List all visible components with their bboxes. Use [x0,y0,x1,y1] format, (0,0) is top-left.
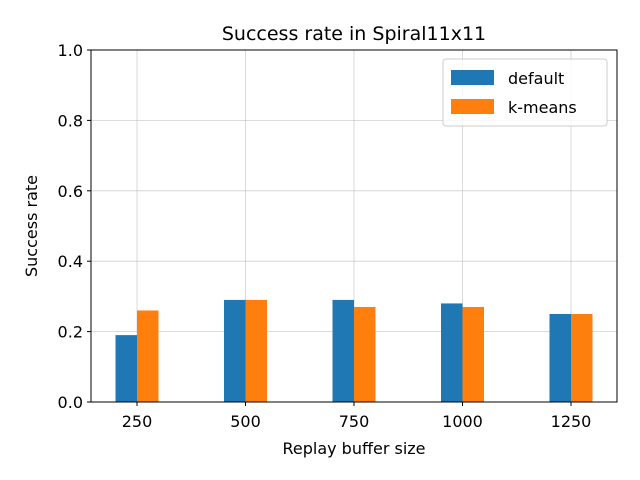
legend-swatch-k-means [451,99,494,114]
x-tick-label: 1000 [442,412,483,431]
x-axis: 250 500 750 1000 1250 [122,402,592,431]
y-axis: 0.0 0.2 0.4 0.6 0.8 1.0 [58,41,91,412]
x-tick-label: 750 [339,412,370,431]
x-tick-label: 1250 [551,412,592,431]
bar-k-means-1000 [462,306,484,402]
bar-k-means-250 [137,310,159,402]
y-tick-label: 0.4 [58,252,83,271]
legend: default k-means [442,58,608,127]
y-axis-label: Success rate [22,175,41,277]
y-tick-label: 0.8 [58,111,83,130]
y-tick-label: 0.0 [58,393,83,412]
y-tick-label: 0.6 [58,182,83,201]
bar-k-means-1250 [571,314,593,402]
y-tick-label: 1.0 [58,41,83,60]
x-tick-label: 250 [122,412,153,431]
bar-default-750 [332,299,354,402]
chart-title: Success rate in Spiral11x11 [222,23,486,45]
x-axis-label: Replay buffer size [282,439,425,458]
legend-label-default: default [508,69,564,88]
y-tick-label: 0.2 [58,323,83,342]
bar-k-means-500 [245,299,267,402]
legend-label-k-means: k-means [508,98,577,117]
bar-default-250 [115,335,137,402]
bar-k-means-750 [354,306,376,402]
bar-default-1000 [441,303,463,402]
x-tick-label: 500 [230,412,261,431]
bar-default-500 [224,299,246,402]
bars-group [115,299,593,402]
legend-swatch-default [451,70,494,85]
bar-default-1250 [549,314,571,402]
